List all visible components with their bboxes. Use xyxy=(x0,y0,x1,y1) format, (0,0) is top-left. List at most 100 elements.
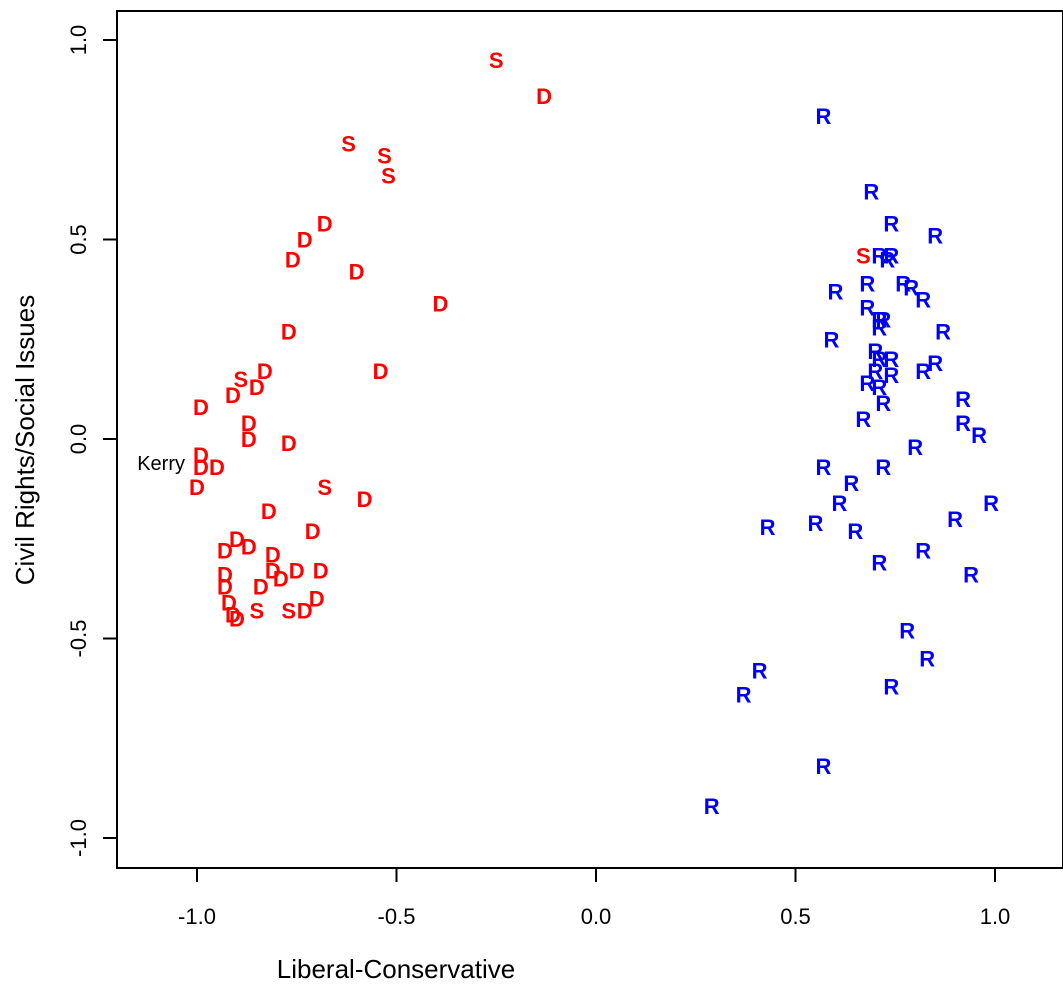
data-point-d: D xyxy=(373,359,389,384)
data-point-d: D xyxy=(189,475,205,500)
data-point-s: S xyxy=(381,164,396,189)
data-point-r: R xyxy=(867,339,883,364)
data-point-d: D xyxy=(209,455,225,480)
data-point-r: R xyxy=(859,371,875,396)
x-tick-label: 1.0 xyxy=(980,904,1011,929)
y-tick-label: -0.5 xyxy=(66,620,91,658)
data-point-r: R xyxy=(875,391,891,416)
data-point-d: D xyxy=(217,563,233,588)
data-point-d: D xyxy=(229,607,245,632)
data-point-r: R xyxy=(815,104,831,129)
data-point-r: R xyxy=(871,551,887,576)
data-point-r: R xyxy=(883,243,899,268)
y-tick-label: 0.5 xyxy=(66,224,91,255)
data-point-d: D xyxy=(265,559,281,584)
data-point-r: R xyxy=(859,295,875,320)
data-point-d: D xyxy=(273,567,289,592)
data-point-d: D xyxy=(357,487,373,512)
x-tick-label: -0.5 xyxy=(378,904,416,929)
data-point-s: S xyxy=(341,132,356,157)
data-point-r: R xyxy=(871,375,887,400)
data-point-r: R xyxy=(867,359,883,384)
data-point-d: D xyxy=(349,259,365,284)
data-point-d: D xyxy=(225,383,241,408)
data-point-d: D xyxy=(193,455,209,480)
data-point-r: R xyxy=(915,539,931,564)
data-point-d: D xyxy=(432,291,448,316)
data-point-r: R xyxy=(736,682,752,707)
data-point-d: D xyxy=(265,543,281,568)
data-point-r: R xyxy=(907,435,923,460)
data-point-r: R xyxy=(875,455,891,480)
data-point-r: R xyxy=(823,327,839,352)
data-point-r: R xyxy=(847,519,863,544)
data-point-d: D xyxy=(257,359,273,384)
data-point-r: R xyxy=(863,180,879,205)
data-point-r: R xyxy=(883,363,899,388)
data-point-r: R xyxy=(883,347,899,372)
x-tick-label: 0.0 xyxy=(581,904,612,929)
data-point-d: D xyxy=(289,559,305,584)
data-point-r: R xyxy=(875,307,891,332)
data-point-s: S xyxy=(377,144,392,169)
data-point-r: R xyxy=(983,491,999,516)
data-point-s: S xyxy=(234,367,249,392)
data-point-r: R xyxy=(871,315,887,340)
data-point-r: R xyxy=(871,347,887,372)
x-axis: -1.0 -0.5 0.0 0.5 1.0 xyxy=(178,867,1011,929)
data-point-d: D xyxy=(221,591,237,616)
data-point-d: D xyxy=(309,587,325,612)
data-point-s: S xyxy=(489,48,504,73)
data-point-s: S xyxy=(856,243,871,268)
data-point-r: R xyxy=(760,515,776,540)
data-point-r: R xyxy=(871,243,887,268)
data-point-r: R xyxy=(947,507,963,532)
y-tick-label: -1.0 xyxy=(66,819,91,857)
data-point-r: R xyxy=(927,351,943,376)
y-axis: -1.0 -0.5 0.0 0.5 1.0 xyxy=(66,25,118,857)
data-point-d: D xyxy=(305,519,321,544)
annotations: Kerry xyxy=(137,453,185,475)
data-point-r: R xyxy=(895,271,911,296)
data-point-r: R xyxy=(815,754,831,779)
data-point-d: D xyxy=(261,499,277,524)
data-point-r: R xyxy=(831,491,847,516)
data-point-r: R xyxy=(883,212,899,237)
data-point-r: R xyxy=(815,455,831,480)
data-point-r: R xyxy=(919,646,935,671)
data-point-r: R xyxy=(955,387,971,412)
data-point-d: D xyxy=(217,539,233,564)
y-axis-title: Civil Rights/Social Issues xyxy=(10,295,40,585)
data-point-s: S xyxy=(281,599,296,624)
annotation-label: Kerry xyxy=(137,453,185,475)
y-tick-label: 0.0 xyxy=(66,424,91,455)
data-point-d: D xyxy=(249,375,265,400)
data-point-r: R xyxy=(955,411,971,436)
data-point-d: D xyxy=(193,443,209,468)
data-point-d: D xyxy=(225,603,241,628)
x-axis-title: Liberal-Conservative xyxy=(277,954,515,984)
data-point-r: R xyxy=(899,619,915,644)
data-point-d: D xyxy=(193,395,209,420)
data-point-d: D xyxy=(297,228,313,253)
data-point-r: R xyxy=(971,423,987,448)
data-point-s: S xyxy=(250,599,265,624)
data-point-r: R xyxy=(935,319,951,344)
data-point-r: R xyxy=(859,271,875,296)
data-point-r: R xyxy=(879,247,895,272)
data-point-d: D xyxy=(281,319,297,344)
data-point-r: R xyxy=(808,511,824,536)
data-point-d: D xyxy=(313,559,329,584)
x-tick-label: 0.5 xyxy=(780,904,811,929)
data-point-r: R xyxy=(704,794,720,819)
data-point-d: D xyxy=(317,212,333,237)
data-point-d: D xyxy=(217,575,233,600)
data-point-r: R xyxy=(871,307,887,332)
data-point-d: D xyxy=(536,84,552,109)
data-point-d: D xyxy=(285,247,301,272)
data-point-r: R xyxy=(915,359,931,384)
data-point-r: R xyxy=(915,287,931,312)
data-point-s: S xyxy=(317,475,332,500)
data-point-d: D xyxy=(241,535,257,560)
